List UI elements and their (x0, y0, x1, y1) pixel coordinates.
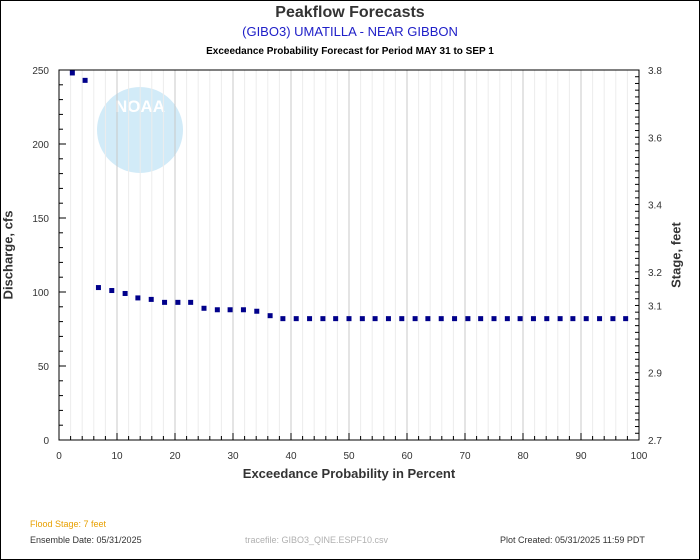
y-tick-label: 250 (32, 66, 49, 77)
x-tick-label: 30 (227, 451, 239, 462)
x-tick-label: 60 (401, 451, 413, 462)
data-point (188, 299, 194, 305)
y-tick-label: 100 (32, 288, 49, 299)
data-point (623, 316, 629, 322)
y-tick-label: 200 (32, 140, 49, 151)
data-point (240, 307, 246, 313)
data-point (557, 316, 563, 322)
data-point (135, 295, 141, 301)
x-axis-label: Exceedance Probability in Percent (242, 466, 456, 481)
plot-created: Plot Created: 05/31/2025 11:59 PDT (500, 535, 645, 545)
data-point (452, 316, 458, 322)
data-point (412, 316, 418, 322)
data-point (504, 316, 510, 322)
x-tick-label: 50 (343, 451, 355, 462)
data-point (320, 316, 326, 322)
data-point (333, 316, 339, 322)
data-point (254, 308, 260, 314)
y-right-tick-label: 3.1 (648, 301, 662, 312)
x-tick-label: 10 (111, 451, 123, 462)
chart-title: Peakflow Forecasts (275, 4, 425, 21)
x-tick-label: 100 (631, 451, 648, 462)
data-point (267, 313, 273, 319)
x-tick-label: 20 (169, 451, 181, 462)
y-tick-label: 50 (38, 362, 50, 373)
y-right-tick-label: 2.9 (648, 369, 662, 380)
data-point (148, 296, 154, 302)
y-axis-label: Discharge, cfs (0, 210, 16, 300)
data-point (109, 288, 115, 294)
data-point (385, 316, 391, 322)
data-point (214, 307, 220, 313)
data-point (162, 299, 168, 305)
data-point (201, 305, 207, 311)
data-point (175, 299, 181, 305)
data-point (491, 316, 497, 322)
data-point (346, 316, 352, 322)
x-tick-label: 70 (459, 451, 471, 462)
x-tick-label: 80 (517, 451, 529, 462)
data-point (69, 70, 75, 76)
data-point (583, 316, 589, 322)
chart-subtitle: (GIBO3) UMATILLA - NEAR GIBBON (242, 24, 458, 39)
flood-stage-note: Flood Stage: 7 feet (30, 519, 107, 529)
data-point (438, 316, 444, 322)
data-point (95, 285, 101, 291)
y-right-tick-label: 3.8 (648, 66, 662, 77)
y-axis-right-label: Stage, feet (668, 222, 684, 288)
data-point (425, 316, 431, 322)
data-point (359, 316, 365, 322)
data-point (478, 316, 484, 322)
data-point (122, 290, 128, 296)
data-point (517, 316, 523, 322)
y-right-tick-label: 3.6 (648, 133, 662, 144)
ensemble-date: Ensemble Date: 05/31/2025 (30, 535, 142, 545)
x-tick-label: 0 (56, 451, 62, 462)
data-point (307, 316, 313, 322)
y-right-tick-label: 3.2 (648, 268, 662, 279)
data-point (399, 316, 405, 322)
data-point (293, 316, 299, 322)
x-tick-label: 40 (285, 451, 297, 462)
y-right-tick-label: 3.4 (648, 201, 662, 212)
data-point (82, 77, 88, 83)
chart-period-subtitle: Exceedance Probability Forecast for Peri… (206, 46, 494, 57)
tracefile-note: tracefile: GIBO3_QINE.ESPF10.csv (245, 535, 389, 545)
data-point (597, 316, 603, 322)
data-point (530, 316, 536, 322)
x-tick-label: 90 (575, 451, 587, 462)
data-point (227, 307, 233, 313)
data-point (465, 316, 471, 322)
y-right-tick-label: 2.7 (648, 436, 662, 447)
y-tick-label: 150 (32, 214, 49, 225)
data-point (610, 316, 616, 322)
data-point (280, 316, 286, 322)
data-point (544, 316, 550, 322)
y-tick-label: 0 (43, 436, 49, 447)
data-point (570, 316, 576, 322)
data-point (372, 316, 378, 322)
